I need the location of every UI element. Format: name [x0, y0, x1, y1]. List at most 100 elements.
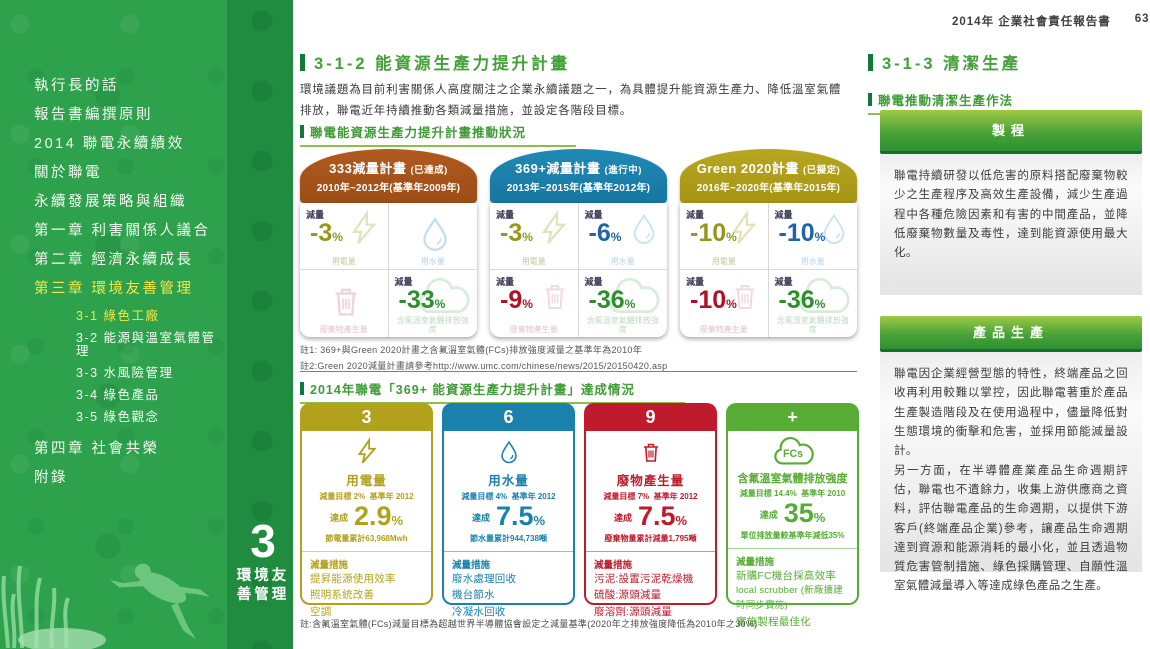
table-of-contents: 執行長的話 報告書編撰原則 2014 聯電永續績效 關於聯電 永續發展策略與組織… — [34, 78, 224, 499]
plan-metric-cell-ghg: 減量 -36% 含氟溫室氣體排放強度 — [584, 277, 660, 334]
toc-item-chapter3[interactable]: 第三章 環境友善管理 — [34, 281, 194, 297]
achievement-card-water: 6 用水量 減量目標 4% 基準年 2012 達成 7.5% 節水量累計944,… — [442, 403, 575, 618]
measure-item: local scrubber (新廠擴建時同步實施) — [736, 585, 843, 611]
plan-card-body: 減量 -3% 用電量 用水量 廢棄物產生量 減量 — [300, 203, 477, 337]
toc-item-3-3[interactable]: 3-3 水風險管理 — [76, 366, 174, 380]
measure-item: 新購FC機台採高效率 — [736, 570, 836, 582]
plan-card-body: 減量 -10% 用電量 減量 -10% 用水量 減量 — [680, 203, 857, 337]
plan-metric-cell-waste: 減量 -9% 廢棄物產生量 — [490, 270, 579, 337]
achievement-card-body: FCs 含氟溫室氣體排放強度 減量目標 14.4% 基準年 2010 達成 35… — [726, 431, 859, 628]
subsection-marker — [868, 93, 872, 106]
trash-icon — [729, 277, 761, 315]
achievement-card-ghg: + FCs 含氟溫室氣體排放強度 減量目標 14.4% 基準年 2010 達成 … — [726, 403, 859, 628]
cumulative-savings: 單位排放量較基準年減低35% — [740, 531, 845, 540]
sidebar-chapter-strip — [227, 0, 293, 649]
svg-text:FCs: FCs — [783, 448, 803, 460]
water-drop-icon — [818, 210, 850, 248]
lightning-bolt-icon — [347, 210, 381, 248]
measure-item: 污泥:設置污泥乾燥機 — [594, 573, 694, 585]
reduction-plan-cards: 333減量計畫 (已達成) 2010年~2012年(基準年2009年) 減量 -… — [300, 149, 858, 337]
section-marker — [300, 53, 305, 71]
fcs-cloud-icon: FCs — [736, 437, 849, 469]
section-intro: 環境議題為目前利害關係人高度關注之企業永續議題之一，為具體提升能資源生產力、降低… — [300, 84, 842, 118]
plan-metric-cell-ghg: 減量 -36% 含氟溫室氣體排放強度 — [774, 277, 850, 334]
toc-item-chapter2[interactable]: 第二章 經濟永續成長 — [34, 252, 194, 268]
plan-period: 2013年~2015年(基準年2012年) — [506, 183, 651, 194]
product-paragraph-1: 聯電因企業經營型態的特性，終端產品之回收再利用較難以掌控，因此聯電著重於產品生產… — [894, 368, 1128, 458]
subsection-title-achievements: 2014年聯電「369+ 能資源生產力提升計畫」達成情況 — [300, 379, 685, 404]
plan-metric-cell-electricity: 減量 -3% 用電量 — [490, 203, 579, 270]
divider — [586, 551, 715, 552]
lightning-bolt-icon — [537, 210, 571, 248]
measure-item: 硫酸:源頭減量 — [594, 589, 662, 602]
divider — [300, 371, 857, 372]
measure-item: 空調 — [310, 605, 332, 618]
plan-status: (進行中) — [604, 165, 642, 176]
toc-item-ceo-message[interactable]: 執行長的話 — [34, 78, 119, 94]
sidebar — [0, 0, 227, 649]
trash-icon — [594, 437, 707, 469]
measure-item: 廢水處理回收 — [452, 573, 517, 585]
toc-item-3-1[interactable]: 3-1 綠色工廠 — [76, 309, 160, 323]
plan-metric-cell-water: 用水量 — [388, 203, 477, 270]
achievement-card-number: 3 — [300, 403, 433, 431]
achievement-card-body: 用水量 減量目標 4% 基準年 2012 達成 7.5% 節水量累計944,73… — [442, 431, 575, 618]
achievement-card-body: 廢物產生量 減量目標 7% 基準年 2012 達成 7.5% 廢棄物量累計減量1… — [584, 431, 717, 618]
water-drop-icon — [417, 213, 453, 255]
toc-item-3-4[interactable]: 3-4 綠色產品 — [76, 388, 160, 402]
process-paragraph: 聯電持續研發以低危害的原料搭配廢棄物較少之生產程序及高效生產設備，減少生產過程中… — [894, 170, 1128, 260]
divider — [302, 551, 431, 552]
achievement-card-electricity: 3 用電量 減量目標 2% 基準年 2012 達成 2.9% 節電量累計63,9… — [300, 403, 433, 618]
trash-icon — [539, 277, 571, 315]
toc-item-2014-performance[interactable]: 2014 聯電永續績效 — [34, 136, 185, 152]
plan-metric-cell-water: 減量 -6% 用水量 — [578, 203, 667, 270]
divider — [444, 551, 573, 552]
toc-item-report-principles[interactable]: 報告書編撰原則 — [34, 107, 153, 123]
section-title-3-1-2: 3-1-2 能資源生產力提升計畫 — [300, 50, 570, 74]
note-1: 註1: 369+與Green 2020計畫之含氟溫室氣體(FCs)排放強度減量之… — [300, 345, 643, 355]
achievement-card-number: + — [726, 403, 859, 431]
plan-notes: 註1: 369+與Green 2020計畫之含氟溫室氣體(FCs)排放強度減量之… — [300, 343, 667, 375]
achievement-card-number: 9 — [584, 403, 717, 431]
achievement-card-body: 用電量 減量目標 2% 基準年 2012 達成 2.9% 節電量累計63,968… — [300, 431, 433, 618]
measure-item: 實施製程最佳化 — [736, 615, 811, 628]
fcs-cloud-icon — [606, 277, 660, 317]
product-block-header: 產品生產 — [880, 316, 1142, 352]
water-drop-icon — [628, 210, 660, 248]
achievement-cards: 3 用電量 減量目標 2% 基準年 2012 達成 2.9% 節電量累計63,9… — [300, 403, 860, 628]
measure-item: 機台節水 — [452, 589, 495, 602]
toc-item-chapter1[interactable]: 第一章 利害關係人議合 — [34, 223, 211, 239]
plan-period: 2016年~2020年(基準年2015年) — [696, 183, 841, 194]
lightning-bolt-icon — [727, 210, 761, 248]
achievement-card-number: 6 — [442, 403, 575, 431]
measure-item: 提昇能源使用效率 — [310, 573, 396, 585]
plan-card-369: 369+減量計畫 (進行中) 2013年~2015年(基準年2012年) 減量 … — [490, 149, 667, 337]
report-title: 2014年 企業社會責任報告書 — [952, 16, 1111, 28]
cumulative-savings: 節電量累計63,968Mwh — [325, 534, 408, 543]
plan-card-333: 333減量計畫 (已達成) 2010年~2012年(基準年2009年) 減量 -… — [300, 149, 477, 337]
plan-card-header: Green 2020計畫 (已擬定) 2016年~2020年(基準年2015年) — [680, 149, 857, 203]
process-block-header: 製程 — [880, 110, 1142, 154]
subsection-marker — [300, 382, 304, 395]
subsection-title-plans: 聯電能資源生產力提升計畫推動狀況 — [300, 122, 577, 147]
toc-item-appendix[interactable]: 附錄 — [34, 470, 68, 486]
plan-metric-cell-water: 減量 -10% 用水量 — [768, 203, 857, 270]
cumulative-savings: 廢棄物量累計減量1,795噸 — [604, 534, 697, 543]
toc-item-strategy-organization[interactable]: 永續發展策略與組織 — [34, 194, 187, 210]
toc-item-3-2[interactable]: 3-2 能源與溫室氣體管理 — [76, 331, 216, 358]
plan-card-body: 減量 -3% 用電量 減量 -6% 用水量 減量 — [490, 203, 667, 337]
fcs-cloud-icon — [796, 277, 850, 317]
achievements-footnote: 註:含氟溫室氣體(FCs)減量目標為超越世界半導體協會設定之減量基準(2020年… — [300, 619, 758, 629]
chapter-label: 環境友 善管理 — [236, 568, 290, 603]
toc-item-chapter4[interactable]: 第四章 社會共榮 — [34, 441, 160, 457]
plan-metric-cell-ghg: 減量 -33% 含氟溫室氣體排放強度 — [394, 277, 470, 334]
process-block-body: 聯電持續研發以低危害的原料搭配廢棄物較少之生產程序及高效生產設備，減少生產過程中… — [880, 154, 1142, 295]
toc-item-3-5[interactable]: 3-5 綠色觀念 — [76, 410, 160, 424]
section-marker — [868, 53, 873, 71]
plan-card-header: 333減量計畫 (已達成) 2010年~2012年(基準年2009年) — [300, 149, 477, 203]
toc-item-about-umc[interactable]: 關於聯電 — [34, 165, 102, 181]
measure-item: 冷凝水回收 — [452, 605, 506, 618]
plan-metric-cell-electricity: 減量 -10% 用電量 — [680, 203, 769, 270]
plan-card-green2020: Green 2020計畫 (已擬定) 2016年~2020年(基準年2015年)… — [680, 149, 857, 337]
